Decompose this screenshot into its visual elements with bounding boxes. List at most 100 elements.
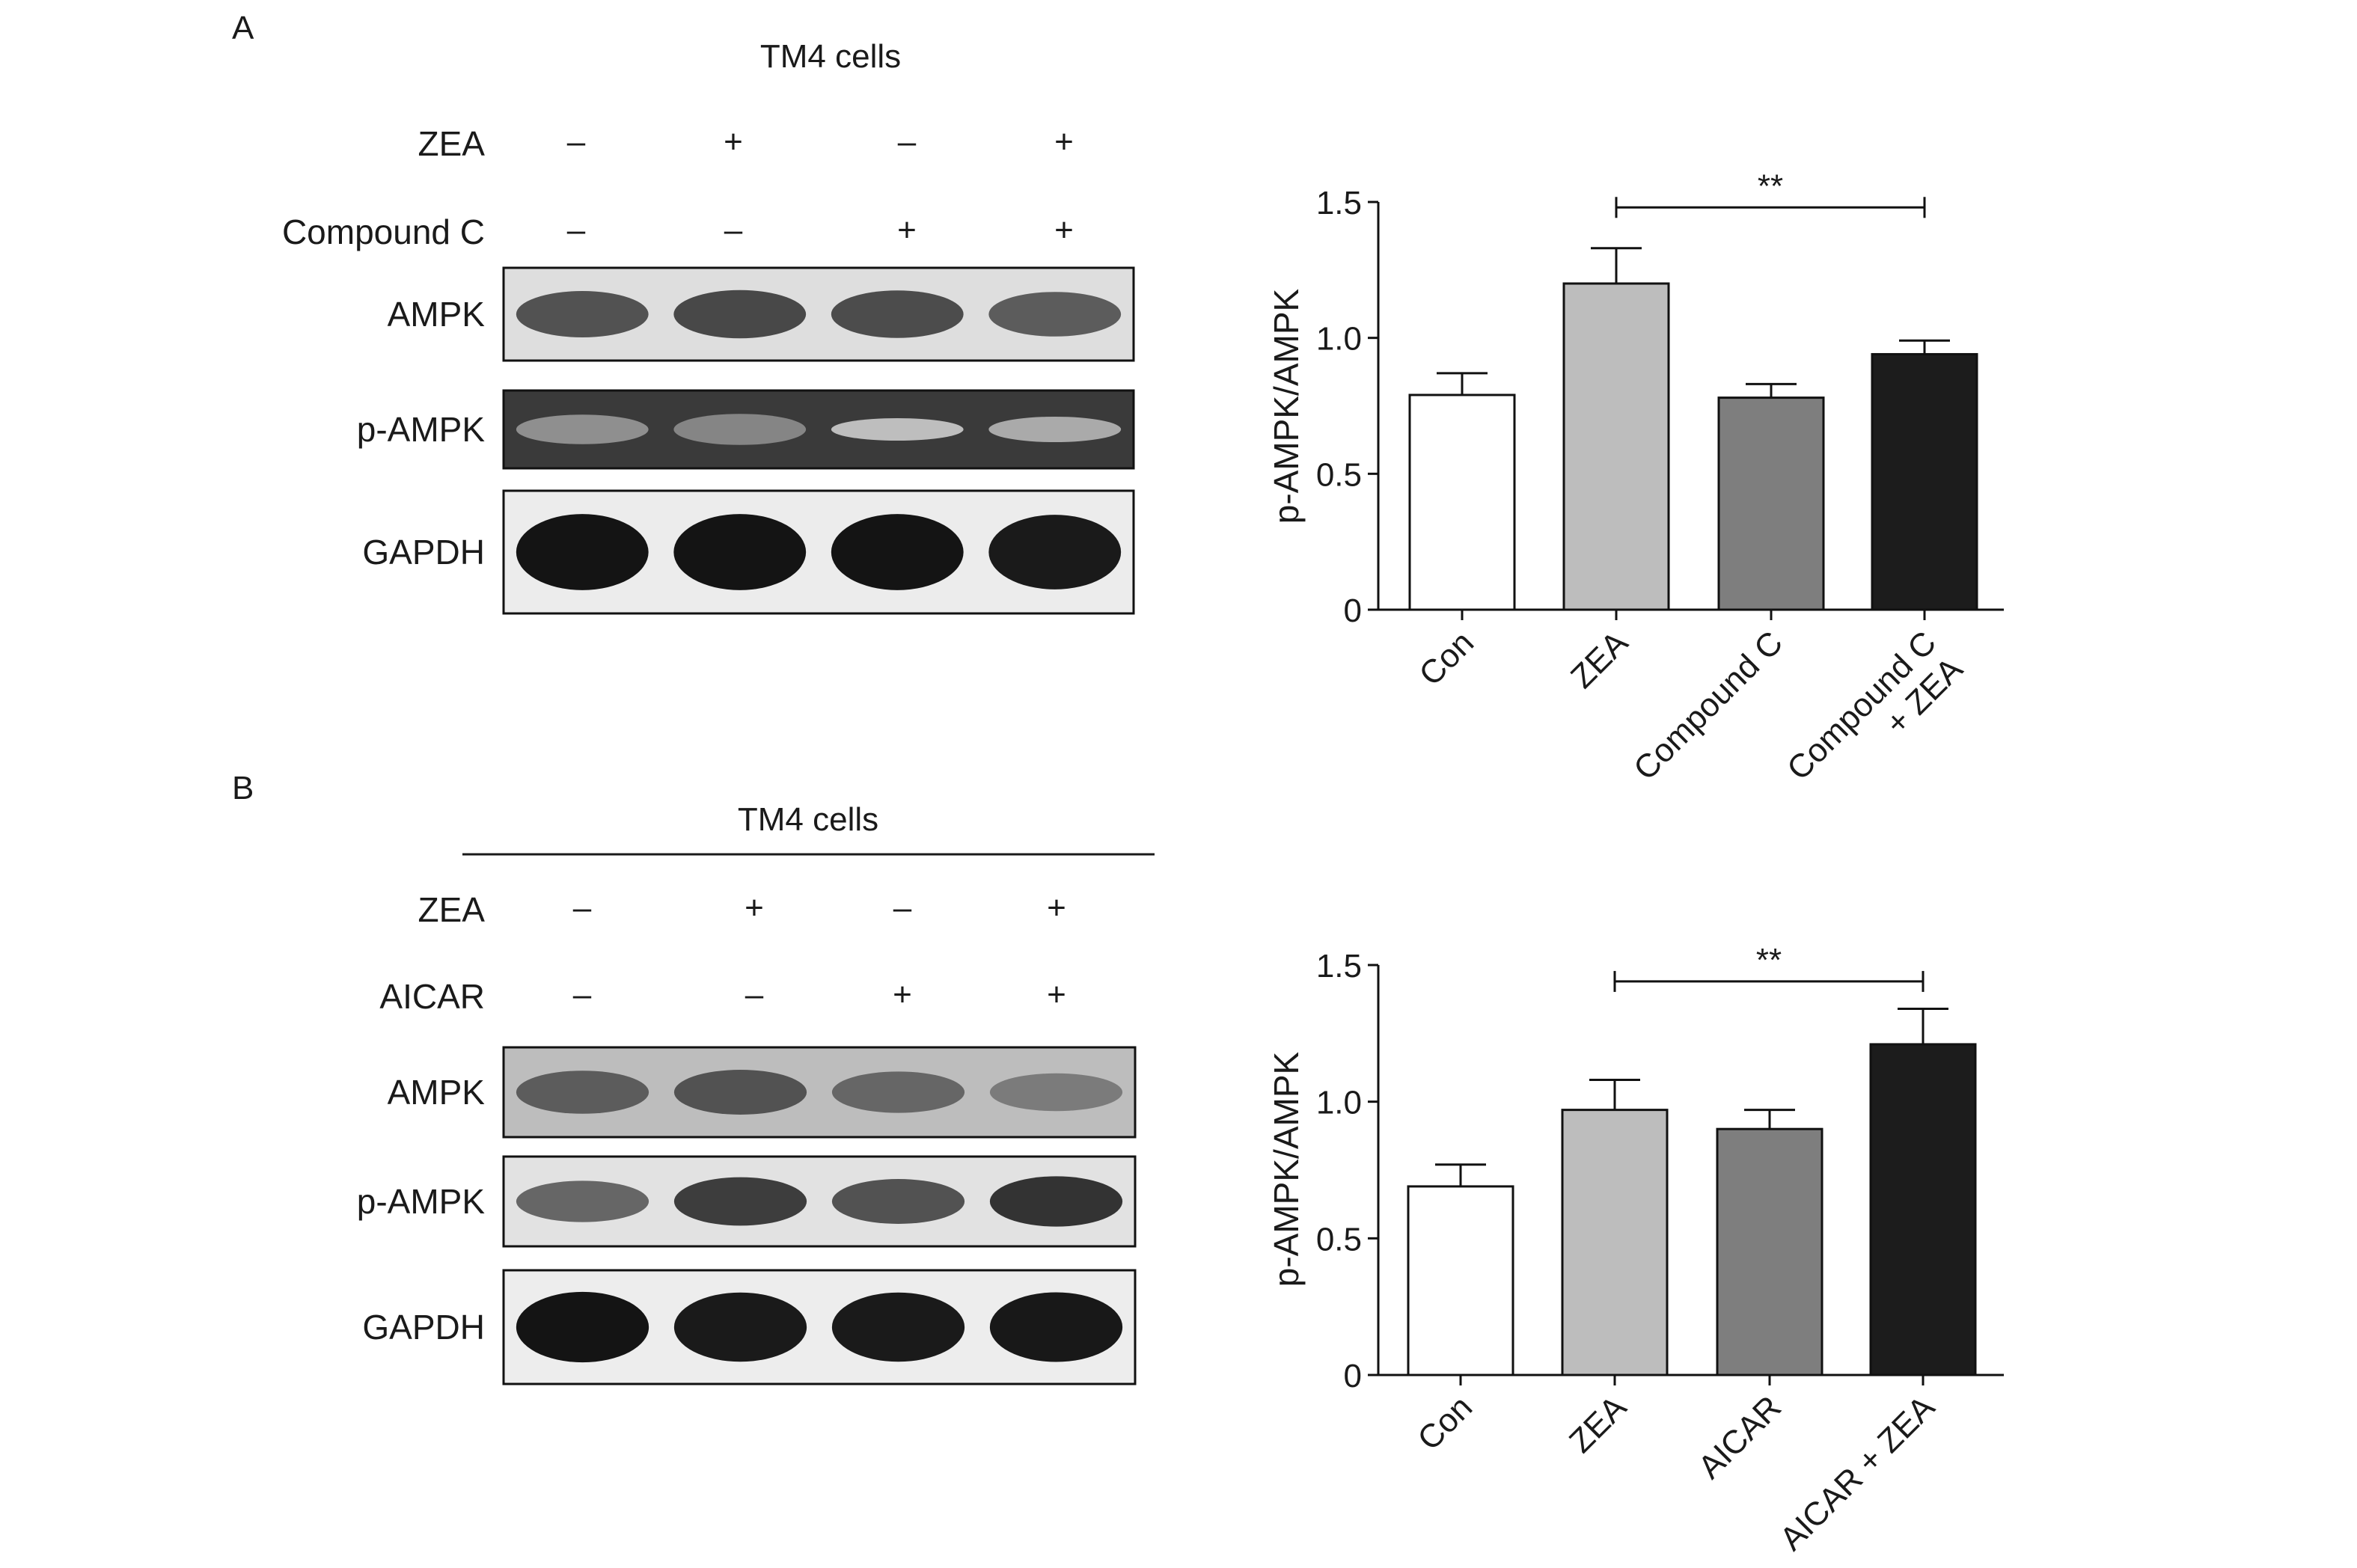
blot-band	[831, 1179, 965, 1224]
treatment-label: ZEA	[418, 890, 486, 929]
blot-row-ampk: AMPK	[388, 1046, 1137, 1139]
blot-band	[516, 1180, 649, 1222]
x-tick-label: Compound C+ ZEA	[1780, 624, 1970, 814]
blot-band	[673, 414, 807, 445]
blot-band	[988, 515, 1122, 589]
blot-band	[673, 1070, 807, 1115]
blot-band	[673, 1177, 807, 1226]
blot-row-p-ampk: p-AMPK	[357, 389, 1135, 470]
y-axis-label: p-AMPK/AMPK	[1267, 288, 1306, 524]
bar	[1717, 396, 1825, 611]
y-tick-label: 0	[1344, 592, 1362, 629]
x-tick-label: Con	[1410, 1388, 1479, 1457]
blot-row-ampk: AMPK	[388, 266, 1135, 362]
y-tick-label: 1.0	[1316, 321, 1362, 358]
treatment-sign: –	[567, 212, 586, 248]
blot-band	[516, 514, 649, 590]
blot-row-gapdh: GAPDH	[362, 1269, 1137, 1385]
x-tick-label-line: Con	[1410, 1388, 1479, 1457]
significance-label: **	[1758, 168, 1783, 204]
blot-band	[831, 514, 964, 590]
treatment-sign: –	[724, 212, 743, 248]
bar	[1561, 1109, 1669, 1376]
blot-row-gapdh: GAPDH	[362, 489, 1135, 615]
x-tick-label-line: ZEA	[1562, 1388, 1634, 1460]
y-tick-label: 0	[1344, 1358, 1362, 1394]
y-axis-label: p-AMPK/AMPK	[1267, 1051, 1306, 1287]
treatment-sign: –	[898, 123, 917, 160]
bar	[1408, 393, 1516, 611]
blot-band	[516, 1291, 649, 1363]
x-tick-label: ZEA	[1562, 1388, 1634, 1460]
treatment-sign: +	[745, 889, 764, 926]
blot-band	[516, 414, 649, 444]
treatment-sign: +	[897, 212, 917, 248]
western-blot-a: TM4 cells ZEA – + – + Compound C – – + + AMPK p-AMPK…	[282, 38, 1135, 615]
blot-row-label: p-AMPK	[357, 1182, 486, 1221]
blot-row-label: GAPDH	[362, 533, 485, 572]
blot-band	[989, 1073, 1123, 1112]
blot-band	[516, 1071, 649, 1114]
western-blot-b: TM4 cells ZEA – + – + AICAR – – + + AMPK p-AMPK GAPDH	[357, 801, 1155, 1385]
treatment-sign: –	[567, 123, 586, 160]
x-tick-label-line: ZEA	[1564, 624, 1636, 696]
significance-label: **	[1756, 942, 1782, 979]
blot-band	[516, 291, 649, 337]
treatment-sign: +	[1054, 123, 1074, 160]
x-tick-label: AICAR + ZEA	[1773, 1388, 1942, 1558]
bar	[1562, 282, 1670, 611]
blot-title: TM4 cells	[760, 38, 901, 75]
blot-title: TM4 cells	[738, 801, 878, 838]
blot-band	[989, 1176, 1123, 1227]
x-tick-label: AICAR	[1691, 1388, 1788, 1486]
blot-band	[831, 1071, 965, 1113]
treatment-label: Compound C	[282, 212, 485, 251]
y-tick-label: 1.0	[1316, 1085, 1362, 1121]
treatment-sign: –	[893, 889, 912, 926]
blot-row-label: GAPDH	[362, 1308, 485, 1347]
x-tick-label: Con	[1412, 624, 1481, 693]
x-tick-label: ZEA	[1564, 624, 1636, 696]
bar	[1871, 352, 1978, 611]
treatment-sign: +	[1054, 212, 1074, 248]
bar	[1869, 1043, 1977, 1376]
x-tick-label-line: Con	[1412, 624, 1481, 693]
treatment-sign: –	[573, 889, 592, 926]
blot-band	[831, 418, 964, 441]
treatment-sign: –	[745, 976, 764, 1013]
x-tick-label-line: AICAR	[1691, 1388, 1788, 1486]
y-tick-label: 1.5	[1316, 948, 1362, 984]
blot-band	[831, 1292, 965, 1362]
treatment-sign: +	[1047, 976, 1066, 1013]
bar	[1407, 1185, 1514, 1376]
x-tick-label-line: AICAR + ZEA	[1773, 1388, 1942, 1558]
x-tick-label-line: Compound C	[1627, 624, 1790, 787]
y-tick-label: 0.5	[1316, 456, 1362, 493]
blot-band	[989, 1292, 1123, 1362]
blot-band	[831, 290, 964, 338]
treatment-sign: +	[893, 976, 912, 1013]
blot-band	[673, 290, 807, 339]
blot-band	[673, 514, 807, 590]
treatment-label: ZEA	[418, 124, 486, 163]
blot-row-label: p-AMPK	[357, 410, 486, 449]
blot-band	[988, 292, 1122, 337]
treatment-sign: +	[1047, 889, 1066, 926]
treatment-sign: +	[724, 123, 743, 160]
blot-band	[988, 416, 1122, 443]
x-tick-label: Compound C	[1627, 624, 1790, 787]
treatment-sign: –	[573, 976, 592, 1013]
blot-row-label: AMPK	[388, 1073, 486, 1112]
panel-label-b: B	[232, 770, 254, 806]
blot-row-label: AMPK	[388, 295, 486, 334]
panel-label-a: A	[232, 10, 254, 46]
blot-row-p-ampk: p-AMPK	[357, 1155, 1137, 1248]
treatment-label: AICAR	[379, 977, 485, 1016]
y-tick-label: 0.5	[1316, 1221, 1362, 1258]
blot-band	[673, 1292, 807, 1362]
bar	[1716, 1127, 1823, 1376]
y-tick-label: 1.5	[1316, 185, 1362, 221]
